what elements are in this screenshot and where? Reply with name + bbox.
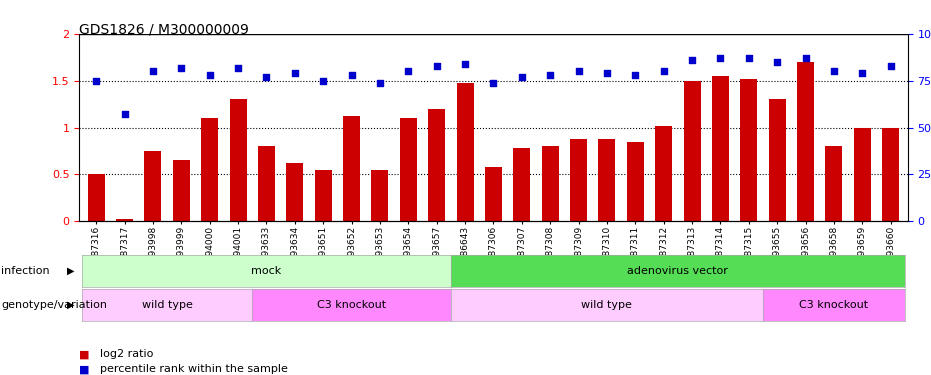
- Point: [713, 55, 728, 61]
- Text: C3 knockout: C3 knockout: [800, 300, 869, 310]
- Point: [600, 70, 614, 76]
- Text: adenovirus vector: adenovirus vector: [627, 266, 728, 276]
- Point: [486, 80, 501, 86]
- Point: [684, 57, 699, 63]
- Bar: [428, 109, 445, 221]
- Bar: [599, 139, 615, 221]
- Point: [145, 68, 160, 74]
- Point: [429, 63, 444, 69]
- Text: ▶: ▶: [67, 266, 74, 276]
- Text: wild type: wild type: [582, 300, 632, 310]
- Bar: [627, 142, 644, 221]
- Bar: [826, 146, 843, 221]
- Point: [514, 74, 529, 80]
- Bar: [712, 76, 729, 221]
- Bar: [201, 118, 218, 221]
- Text: percentile rank within the sample: percentile rank within the sample: [100, 364, 288, 374]
- Text: GDS1826 / M300000009: GDS1826 / M300000009: [79, 22, 249, 36]
- Bar: [116, 219, 133, 221]
- Bar: [230, 99, 247, 221]
- Bar: [513, 148, 531, 221]
- Point: [855, 70, 870, 76]
- Point: [344, 72, 359, 78]
- Point: [202, 72, 217, 78]
- Point: [627, 72, 642, 78]
- Point: [259, 74, 274, 80]
- Bar: [797, 62, 814, 221]
- Bar: [570, 139, 587, 221]
- Text: ▶: ▶: [67, 300, 74, 310]
- Point: [656, 68, 671, 74]
- Bar: [88, 174, 104, 221]
- Point: [827, 68, 842, 74]
- Point: [571, 68, 586, 74]
- Point: [316, 78, 331, 84]
- Bar: [144, 151, 161, 221]
- Point: [884, 63, 898, 69]
- Text: wild type: wild type: [142, 300, 193, 310]
- Bar: [173, 160, 190, 221]
- Bar: [655, 126, 672, 221]
- Bar: [315, 170, 331, 221]
- Text: log2 ratio: log2 ratio: [100, 350, 153, 359]
- Bar: [740, 79, 757, 221]
- Text: C3 knockout: C3 knockout: [317, 300, 386, 310]
- Text: genotype/variation: genotype/variation: [1, 300, 107, 310]
- Bar: [542, 146, 559, 221]
- Bar: [683, 81, 700, 221]
- Text: infection: infection: [1, 266, 49, 276]
- Point: [174, 64, 189, 70]
- Bar: [854, 128, 870, 221]
- Point: [543, 72, 558, 78]
- Text: ■: ■: [79, 364, 89, 374]
- Bar: [883, 128, 899, 221]
- Point: [288, 70, 303, 76]
- Bar: [343, 116, 360, 221]
- Point: [372, 80, 387, 86]
- Point: [741, 55, 756, 61]
- Text: ■: ■: [79, 350, 89, 359]
- Bar: [456, 82, 474, 221]
- Point: [798, 55, 813, 61]
- Point: [401, 68, 416, 74]
- Point: [458, 61, 473, 67]
- Bar: [287, 163, 304, 221]
- Point: [770, 59, 785, 65]
- Bar: [258, 146, 275, 221]
- Bar: [371, 170, 388, 221]
- Point: [117, 111, 132, 117]
- Bar: [769, 99, 786, 221]
- Point: [231, 64, 246, 70]
- Bar: [399, 118, 417, 221]
- Text: mock: mock: [251, 266, 281, 276]
- Bar: [485, 167, 502, 221]
- Point: [88, 78, 103, 84]
